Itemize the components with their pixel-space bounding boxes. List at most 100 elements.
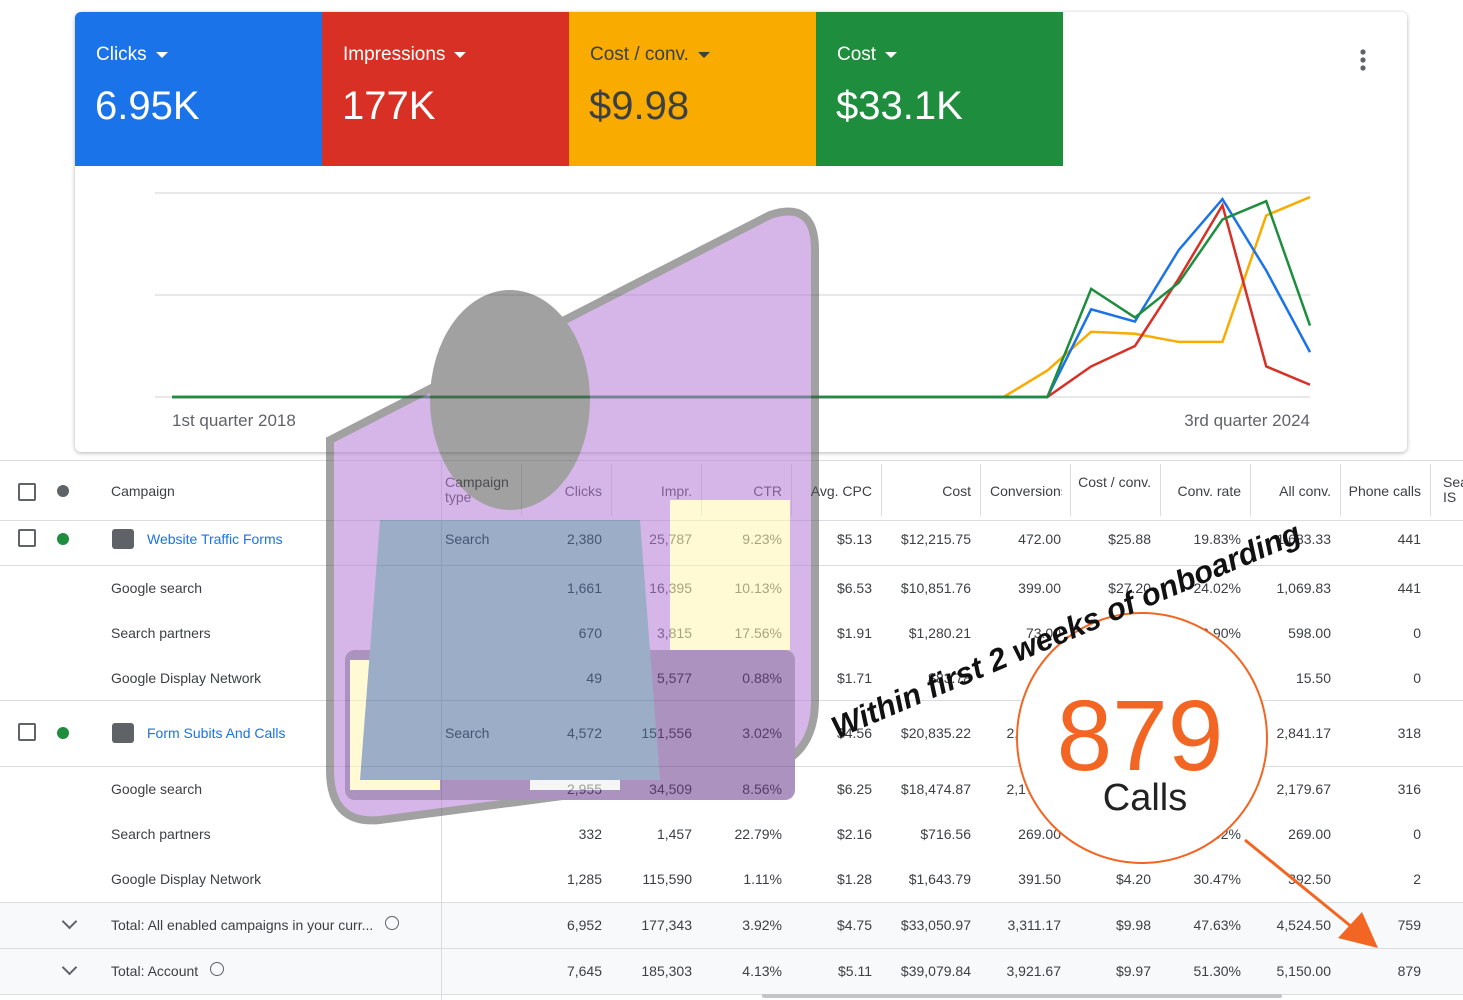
- table-cell: 269.00: [1288, 826, 1331, 842]
- channel-label: Google search: [111, 580, 203, 596]
- table-cell: $4.20: [1115, 871, 1151, 887]
- table-cell: 6,952: [566, 917, 602, 933]
- column-header[interactable]: Clicks: [564, 483, 602, 499]
- table-cell: 3,921.67: [1006, 963, 1062, 979]
- search-icon: [112, 723, 134, 743]
- table-cell: 47.63%: [1193, 917, 1241, 933]
- table-cell: 1,069.83: [1276, 580, 1332, 596]
- more-menu[interactable]: [1353, 48, 1373, 74]
- series-line: [172, 202, 1311, 399]
- metric-label: Cost / conv.: [590, 44, 710, 66]
- campaign-link[interactable]: Form Subits And Calls: [147, 725, 286, 741]
- table-cell: $5.13: [836, 531, 872, 547]
- metric-value: $9.98: [589, 84, 690, 128]
- metric-tile[interactable]: Clicks 6.95K: [75, 12, 322, 166]
- table-cell: $9.98: [1115, 917, 1151, 933]
- channel-label: Google search: [111, 781, 203, 797]
- table-cell: 2,841.17: [1276, 725, 1332, 741]
- table-cell: $10,851.76: [900, 580, 971, 596]
- status-dot: [57, 533, 69, 545]
- metric-tile[interactable]: Cost $33.1K: [816, 12, 1063, 166]
- column-divider: [1340, 464, 1341, 516]
- table-cell: 1.11%: [743, 871, 782, 887]
- channel-label: Google Display Network: [111, 871, 262, 887]
- table-cell: 15.50: [1295, 670, 1331, 686]
- table-cell: 22.79%: [734, 826, 782, 842]
- column-divider: [980, 464, 981, 516]
- metric-label: Impressions: [343, 44, 466, 66]
- table-cell: $33,050.97: [900, 917, 971, 933]
- table-cell: 391.50: [1018, 871, 1061, 887]
- row-divider: [0, 948, 1463, 949]
- channel-label: Search partners: [111, 625, 211, 641]
- metric-label: Cost: [837, 44, 897, 66]
- table-cell: $1.91: [836, 625, 872, 641]
- column-header[interactable]: Cost / conv.: [1078, 474, 1151, 490]
- table-cell: 879: [1397, 963, 1421, 979]
- campaign-link[interactable]: Website Traffic Forms: [147, 531, 283, 547]
- total-row-bg: [0, 948, 1463, 994]
- table-cell: $25.88: [1108, 531, 1151, 547]
- table-cell: 399.00: [1018, 580, 1061, 596]
- row-checkbox[interactable]: [18, 529, 36, 547]
- series-line: [172, 195, 1311, 399]
- table-cell: $5.11: [838, 963, 872, 979]
- x-tick-label: 3rd quarter 2024: [1184, 411, 1310, 430]
- table-cell: $39,079.84: [900, 963, 971, 979]
- table-cell: $6.25: [836, 781, 872, 797]
- table-cell: 2: [1413, 871, 1421, 887]
- table-cell: 1,285: [566, 871, 602, 887]
- column-header[interactable]: Conversions: [990, 483, 1062, 499]
- header-status: [57, 485, 69, 497]
- table-cell: $18,474.87: [900, 781, 971, 797]
- overview-card: 1st quarter 2018 3rd quarter 2024 Clicks 6…: [75, 12, 1407, 452]
- table-cell: 472.00: [1018, 531, 1061, 547]
- metric-label: Clicks: [96, 44, 168, 66]
- total-label: Total: Account: [111, 963, 199, 979]
- column-header[interactable]: All conv.: [1279, 483, 1331, 499]
- table-cell: 3,311.17: [1007, 917, 1061, 933]
- row-divider: [0, 994, 1463, 995]
- table-cell: $2.16: [836, 826, 872, 842]
- metric-tile[interactable]: Cost / conv. $9.98: [569, 12, 816, 166]
- metric-tile[interactable]: Impressions 177K: [322, 12, 569, 166]
- campaign-type: Search: [445, 531, 490, 547]
- table-cell: 332: [578, 826, 602, 842]
- series-line: [172, 199, 1312, 399]
- table-cell: 115,590: [642, 871, 692, 887]
- table-cell: $27.20: [1108, 580, 1151, 596]
- header-checkbox[interactable]: [18, 483, 36, 501]
- table-cell: $83.78: [928, 670, 971, 686]
- channel-label: Google Display Network: [111, 670, 262, 686]
- table-cell: 0: [1413, 826, 1421, 842]
- column-divider: [1070, 464, 1071, 516]
- search-icon: [112, 529, 134, 549]
- table-cell: $4.75: [836, 917, 872, 933]
- table-cell: 51.30%: [1193, 963, 1241, 979]
- row-divider: [0, 902, 1463, 903]
- table-cell: $1,643.79: [908, 871, 971, 887]
- table-cell: $716.56: [920, 826, 971, 842]
- campaign-type: Search: [445, 725, 490, 741]
- column-header[interactable]: Campaign: [111, 483, 175, 499]
- row-checkbox[interactable]: [18, 723, 36, 741]
- table-cell: 4.13%: [742, 963, 782, 979]
- column-header[interactable]: Phone calls: [1348, 483, 1421, 499]
- column-header[interactable]: CTR: [753, 483, 782, 499]
- table-cell: 30.47%: [1193, 871, 1241, 887]
- column-header[interactable]: Conv. rate: [1177, 483, 1241, 499]
- column-header[interactable]: Avg. CPC: [810, 483, 872, 499]
- column-header[interactable]: Impr.: [660, 483, 692, 499]
- column-header[interactable]: Cost: [942, 483, 971, 499]
- column-header[interactable]: Search IS: [1443, 474, 1463, 505]
- table-cell: 24.02%: [1193, 580, 1241, 596]
- table-cell: 19.83%: [1193, 531, 1241, 547]
- column-divider: [1250, 464, 1251, 516]
- metric-value: $33.1K: [836, 84, 963, 128]
- table-cell: 7,645: [566, 963, 602, 979]
- frozen-divider: [441, 460, 442, 1000]
- row-divider: [0, 766, 1463, 767]
- column-divider: [1160, 464, 1161, 516]
- table-cell: 2,179.67: [1276, 781, 1332, 797]
